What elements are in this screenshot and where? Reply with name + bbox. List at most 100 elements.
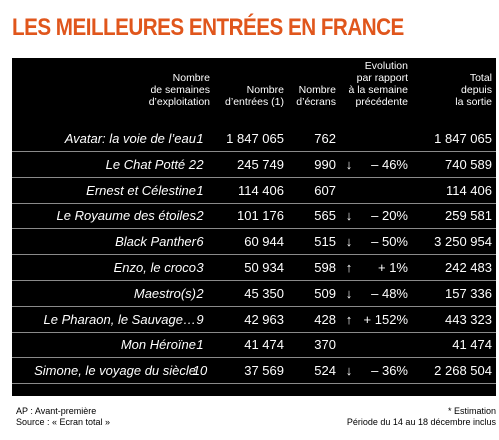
cell-screens: 762 [314,131,336,146]
cell-screens: 370 [314,337,336,353]
cell-screens: 598 [314,260,336,275]
cell-total: 41 474 [452,337,492,353]
header-screens-line-1: Nombre [298,84,336,96]
cell-weeks: 2 [196,208,204,224]
cell-entries: 101 176 [237,208,284,224]
note-ap: AP : Avant-première [16,406,97,416]
table-row: Le Pharaon, le Sauvage… 9 42 963 428 ↑ + 152%… [12,307,496,333]
cell-weeks: 2 [196,285,204,301]
table-row: Black Panther 6 60 944 515 ↓ – 50% 3 250 954 [12,229,496,256]
header-evolution-line-4: précédente [355,96,408,108]
header-weeks: Nombre de semaines d’exploitation [149,72,210,108]
header-screens-line-2: d’écrans [296,96,336,108]
header-entries-line-1: Nombre [246,84,284,96]
cell-screens: 515 [314,234,336,250]
cell-arrow [342,178,356,204]
cell-total: 3 250 954 [434,234,492,250]
cell-weeks: 1 [196,337,204,353]
cell-evol: – 46% [371,156,408,172]
cell-arrow [342,332,356,358]
cell-entries: 50 934 [244,260,284,275]
note-period: Période du 14 au 18 décembre inclus [346,417,496,427]
header-total-line-1: Total [469,72,492,84]
cell-arrow: ↓ [345,234,353,250]
header-entries: Nombre d’entrées (1) [225,84,284,108]
cell-film: Avatar: la voie de l’eau [64,131,196,146]
box-office-table: Nombre de semaines d’exploitation Nombre… [12,58,496,396]
cell-total: 242 483 [445,260,492,275]
cell-entries: 114 406 [237,182,284,198]
cell-entries: 245 749 [237,156,284,172]
cell-screens: 990 [314,156,336,172]
cell-total: 740 589 [445,156,492,172]
table-row: Avatar: la voie de l’eau 1 1 847 065 762 1 8… [12,126,496,152]
cell-weeks: 9 [196,311,204,327]
cell-entries: 60 944 [244,234,284,250]
cell-entries: 45 350 [244,285,284,301]
cell-arrow: ↑ [345,311,353,327]
cell-entries: 42 963 [244,311,284,327]
note-estimation: * Estimation [447,406,496,416]
cell-weeks: 3 [196,260,204,275]
cell-film: Le Chat Potté 2 [105,156,196,172]
cell-evol: + 1% [378,260,408,275]
cell-evol: – 20% [371,208,408,224]
header-total-line-2: depuis [461,84,492,96]
cell-film: Maestro(s) [133,285,196,301]
cell-total: 2 268 504 [434,363,492,379]
cell-weeks: 2 [196,156,204,172]
cell-arrow: ↓ [345,208,353,224]
cell-evol: + 152% [363,311,408,327]
table-row: Ernest et Célestine 1 114 406 607 114 406 [12,178,496,204]
cell-arrow: ↓ [345,363,353,379]
header-total-line-3: la sortie [455,96,492,108]
cell-total: 114 406 [445,182,492,198]
cell-total: 1 847 065 [434,131,492,146]
cell-film: Ernest et Célestine [86,182,196,198]
header-weeks-line-3: d’exploitation [148,96,210,108]
cell-total: 157 336 [445,285,492,301]
cell-arrow [342,126,356,152]
page-title: LES MEILLEURES ENTRÉES EN FRANCE [12,14,404,41]
cell-total: 259 581 [445,208,492,224]
cell-film: Mon Héroïne [120,337,196,353]
cell-screens: 565 [314,208,336,224]
header-evolution-line-1: Evolution [364,60,408,72]
cell-arrow: ↓ [345,285,353,301]
header-evolution-line-3: à la semaine [348,84,408,96]
header-weeks-line-1: Nombre [172,72,210,84]
cell-film: Le Pharaon, le Sauvage… [43,311,197,327]
cell-arrow: ↓ [345,156,353,172]
cell-weeks: 1 [196,182,204,198]
table-row: Le Royaume des étoiles 2 101 176 565 ↓ – 20% 2… [12,203,496,230]
cell-entries: 37 569 [244,363,284,379]
cell-entries: 1 847 065 [226,131,284,146]
cell-evol: – 36% [371,363,408,379]
header-evolution-line-2: par rapport [356,72,408,84]
header-evolution: Evolution par rapport à la semaine précé… [348,60,408,108]
cell-screens: 428 [314,311,336,327]
cell-film: Black Panther [115,234,196,250]
header-entries-line-2: d’entrées (1) [225,96,284,108]
table-row: Le Chat Potté 2 2 245 749 990 ↓ – 46% 740 589 [12,152,496,178]
cell-screens: 524 [314,363,336,379]
header-screens: Nombre d’écrans [296,84,336,108]
table-row: Mon Héroïne 1 41 474 370 41 474 [12,332,496,359]
cell-evol: – 50% [371,234,408,250]
cell-film: Le Royaume des étoiles [56,208,196,224]
table-row: Enzo, le croco 3 50 934 598 ↑ + 1% 242 483 [12,255,496,281]
table-row: Maestro(s) 2 45 350 509 ↓ – 48% 157 336 [12,281,496,307]
cell-film: Simone, le voyage du siècle [34,363,196,379]
header-total: Total depuis la sortie [455,72,492,108]
cell-film: Enzo, le croco [113,260,196,275]
cell-weeks: 6 [196,234,204,250]
cell-screens: 607 [314,182,336,198]
cell-evol: – 48% [371,285,408,301]
cell-arrow: ↑ [345,260,353,275]
cell-entries: 41 474 [244,337,284,353]
cell-weeks: 10 [192,363,208,379]
cell-total: 443 323 [445,311,492,327]
header-weeks-line-2: de semaines [150,84,210,96]
table-row: Simone, le voyage du siècle 10 37 569 524 ↓ –… [12,358,496,385]
note-source: Source : « Ecran total » [16,417,111,427]
